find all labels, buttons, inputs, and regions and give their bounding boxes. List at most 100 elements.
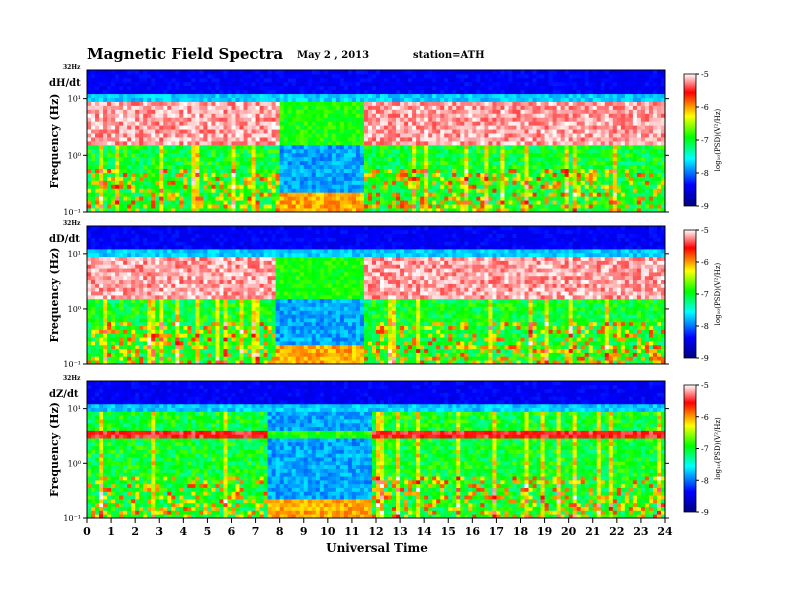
heatmap-cell (195, 172, 200, 177)
heatmap-cell (215, 101, 220, 106)
heatmap-cell (528, 141, 533, 146)
heatmap-cell (187, 188, 192, 193)
heatmap-cell (267, 176, 273, 181)
heatmap-cell (464, 101, 469, 106)
heatmap-cell (355, 204, 361, 209)
heatmap-cell (327, 164, 333, 170)
heatmap-cell (556, 93, 562, 99)
heatmap-cell (103, 141, 108, 146)
heatmap-cell (151, 204, 156, 209)
heatmap-cell (492, 117, 497, 122)
heatmap-cell (460, 200, 465, 205)
heatmap-cell (428, 121, 433, 126)
heatmap-cell (524, 204, 529, 209)
heatmap-cell (355, 196, 361, 201)
heatmap-cell (564, 148, 570, 154)
heatmap-cell (135, 89, 140, 95)
heatmap-cell (624, 196, 630, 201)
heatmap-cell (283, 113, 289, 118)
heatmap-cell (552, 73, 558, 79)
heatmap-cell (620, 121, 626, 126)
heatmap-cell (436, 97, 441, 102)
heatmap-cell (628, 180, 634, 185)
heatmap-cell (392, 121, 397, 126)
heatmap-cell (335, 109, 341, 114)
heatmap-cell (476, 148, 481, 154)
heatmap-cell (600, 105, 606, 110)
heatmap-cell (488, 208, 493, 213)
heatmap-cell (127, 200, 132, 205)
heatmap-cell (163, 176, 168, 181)
heatmap-cell (203, 85, 208, 91)
heatmap-cell (171, 113, 176, 118)
heatmap-cell (247, 77, 252, 83)
heatmap-cell (295, 148, 301, 154)
heatmap-cell (420, 192, 425, 197)
heatmap-cell (380, 141, 385, 146)
heatmap-cell (231, 77, 236, 83)
heatmap-cell (576, 97, 582, 102)
heatmap-cell (215, 129, 220, 134)
heatmap-cell (287, 97, 293, 102)
heatmap-cell (552, 129, 558, 134)
heatmap-cell (359, 97, 365, 102)
heatmap-cell (327, 172, 333, 177)
heatmap-cell (428, 105, 433, 110)
heatmap-cell (588, 113, 594, 118)
heatmap-cell (275, 152, 281, 158)
heatmap-cell (263, 204, 269, 209)
heatmap-cell (504, 204, 509, 209)
heatmap-cell (291, 172, 297, 177)
heatmap-cell (608, 77, 614, 83)
heatmap-cell (335, 196, 341, 201)
heatmap-cell (408, 73, 413, 79)
heatmap-cell (560, 200, 566, 205)
heatmap-cell (219, 160, 224, 166)
heatmap-cell (380, 93, 385, 99)
heatmap-cell (452, 133, 457, 138)
heatmap-cell (107, 192, 112, 197)
heatmap-cell (239, 192, 244, 197)
heatmap-cell (592, 70, 598, 75)
heatmap-cell (163, 113, 168, 118)
heatmap-cell (544, 152, 549, 158)
heatmap-cell (616, 168, 622, 173)
heatmap-cell (363, 101, 369, 106)
heatmap-cell (620, 204, 626, 209)
heatmap-cell (367, 188, 373, 193)
heatmap-cell (179, 204, 184, 209)
heatmap-cell (448, 101, 453, 106)
heatmap-cell (107, 144, 112, 150)
heatmap-cell (291, 129, 297, 134)
heatmap-cell (307, 200, 313, 205)
heatmap-cell (424, 180, 429, 185)
heatmap-cell (351, 109, 357, 114)
heatmap-cell (404, 160, 409, 166)
heatmap-cell (496, 200, 501, 205)
heatmap-cell (203, 141, 208, 146)
heatmap-cell (203, 208, 208, 213)
heatmap-cell (492, 196, 497, 201)
heatmap-cell (275, 156, 281, 162)
heatmap-cell (99, 148, 104, 154)
heatmap-cell (556, 125, 562, 130)
heatmap-cell (359, 70, 365, 75)
heatmap-cell (351, 208, 357, 213)
heatmap-cell (476, 125, 481, 130)
heatmap-cell (359, 109, 365, 114)
heatmap-cell (267, 208, 273, 213)
heatmap-cell (203, 137, 208, 142)
heatmap-cell (396, 176, 401, 181)
heatmap-cell (404, 200, 409, 205)
heatmap-cell (339, 81, 345, 87)
heatmap-cell (396, 141, 401, 146)
heatmap-cell (227, 204, 232, 209)
heatmap-cell (211, 192, 216, 197)
heatmap-cell (624, 133, 630, 138)
heatmap-cell (371, 176, 377, 181)
heatmap-cell (163, 204, 168, 209)
heatmap-cell (532, 200, 537, 205)
heatmap-cell (612, 109, 618, 114)
heatmap-cell (600, 129, 606, 134)
heatmap-cell (640, 200, 646, 205)
